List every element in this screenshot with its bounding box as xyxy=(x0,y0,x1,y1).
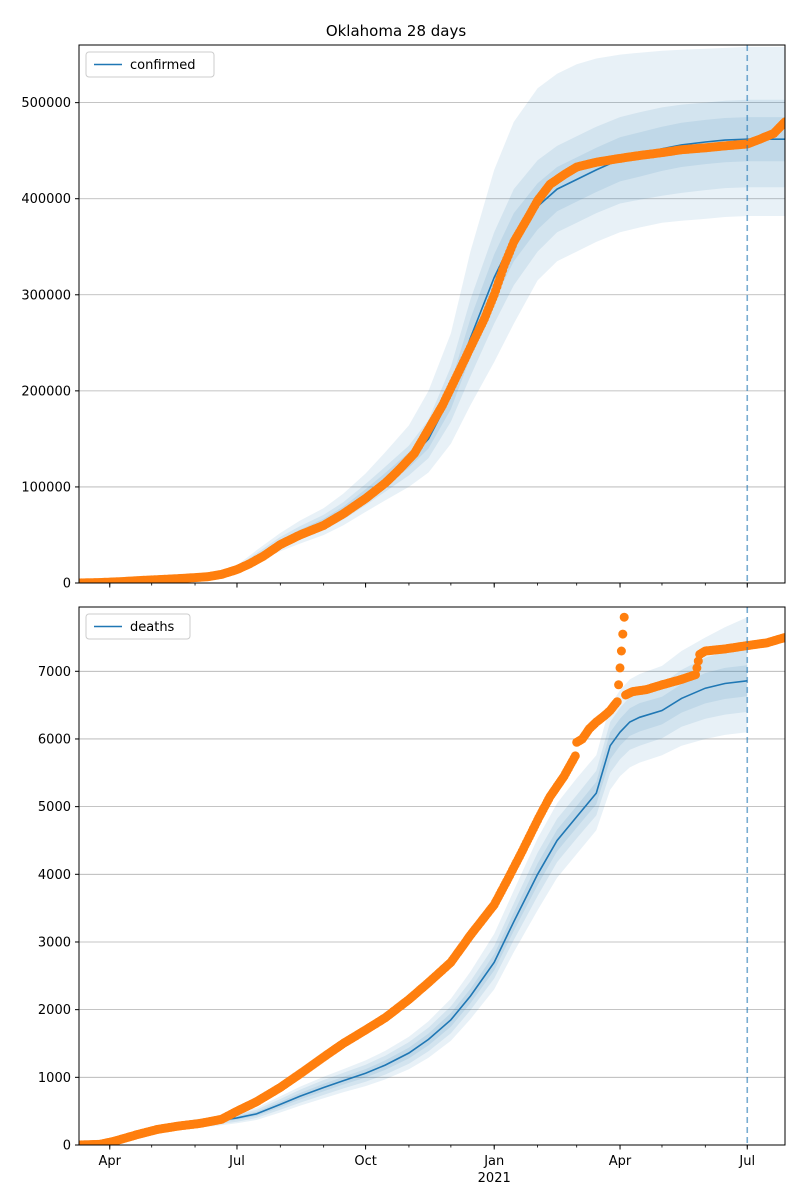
confirmed-uncertainty-band xyxy=(79,99,785,583)
confirmed-uncertainty-band xyxy=(79,46,785,583)
y-tick-label: 6000 xyxy=(38,732,71,747)
deaths-uncertainty-band xyxy=(79,617,748,1145)
y-tick-label: 3000 xyxy=(38,935,71,950)
x-tick-label: Jul xyxy=(228,1154,245,1169)
y-tick-label: 0 xyxy=(63,577,71,592)
deaths-panel: 0 1000 2000 3000 4000 5000 6000 7000 Apr Jul Oct Ja… xyxy=(38,606,786,1186)
deaths-median-line xyxy=(79,680,748,1145)
legend-box xyxy=(85,51,215,78)
y-tick-label: 4000 xyxy=(38,868,71,883)
axes-frame xyxy=(78,44,786,584)
observed-point xyxy=(780,117,785,127)
x-tick-label: Jul xyxy=(738,1154,755,1169)
legend-box xyxy=(85,613,191,640)
observed-point xyxy=(691,670,700,680)
observed-point xyxy=(693,656,703,666)
y-tick-label: 300000 xyxy=(21,288,71,303)
deaths-plot-area xyxy=(79,612,785,1145)
y-tick-label: 7000 xyxy=(38,665,71,680)
y-tick-label: 0 xyxy=(63,1139,71,1154)
observed-point xyxy=(612,697,622,707)
y-tick-label: 1000 xyxy=(38,1071,71,1086)
observed-point xyxy=(692,663,702,673)
y-tick-label: 5000 xyxy=(38,800,71,815)
axes-frame xyxy=(78,606,786,1146)
x-tick-sublabel: 2021 xyxy=(478,1171,511,1186)
observed-point xyxy=(614,680,624,690)
observed-point xyxy=(615,663,625,673)
x-tick-label: Apr xyxy=(609,1154,632,1169)
y-tick-label: 500000 xyxy=(21,96,71,111)
x-tick-label: Jan xyxy=(483,1154,504,1169)
x-tick-label: Oct xyxy=(354,1154,376,1169)
y-tick-label: 2000 xyxy=(38,1003,71,1018)
x-tick-label: Apr xyxy=(99,1154,122,1169)
confirmed-panel: 0 100000 200000 300000 400000 500000 confirmed xyxy=(21,44,786,592)
legend-label: deaths xyxy=(130,620,175,635)
observed-point xyxy=(619,612,629,622)
y-tick-label: 100000 xyxy=(21,480,71,495)
legend-label: confirmed xyxy=(130,58,196,73)
observed-point xyxy=(616,646,626,656)
y-tick-label: 400000 xyxy=(21,192,71,207)
deaths-uncertainty-band xyxy=(79,665,748,1145)
y-tick-label: 200000 xyxy=(21,384,71,399)
observed-point xyxy=(570,751,580,761)
observed-point xyxy=(618,629,628,639)
deaths-uncertainty-band xyxy=(79,647,748,1145)
observed-point xyxy=(780,633,785,642)
chart-title: Oklahoma 28 days xyxy=(326,22,467,40)
confirmed-plot-area xyxy=(79,46,785,583)
